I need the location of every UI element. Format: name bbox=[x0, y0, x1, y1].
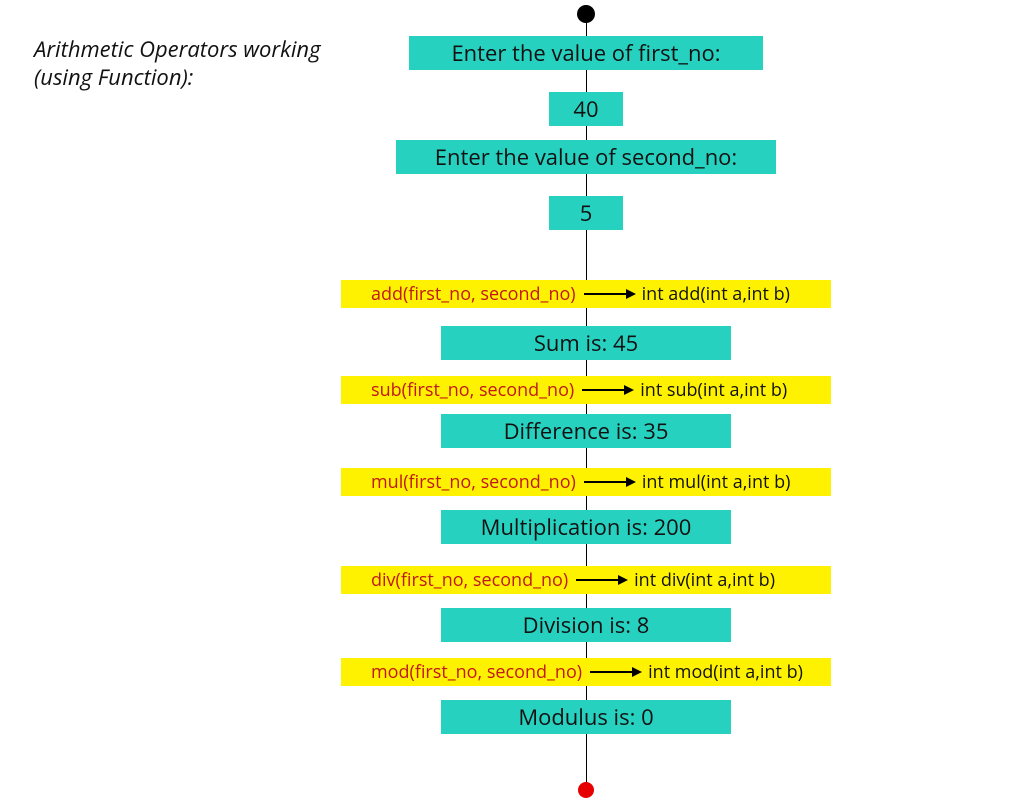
start-terminal bbox=[577, 5, 595, 23]
output-box: 40 bbox=[549, 92, 623, 126]
output-box: Multiplication is: 200 bbox=[441, 510, 731, 544]
arrow-icon bbox=[576, 575, 628, 585]
function-call-box: add(first_no, second_no) int add(int a,in… bbox=[341, 280, 831, 308]
arrow-icon bbox=[584, 477, 636, 487]
function-signature: int mod(int a,int b) bbox=[648, 660, 803, 684]
call-expression: div(first_no, second_no) bbox=[371, 568, 568, 592]
title-line2: (using Function): bbox=[34, 62, 193, 92]
function-call-box: mod(first_no, second_no) int mod(int a,in… bbox=[341, 658, 831, 686]
output-box: Modulus is: 0 bbox=[441, 700, 731, 734]
output-box: 5 bbox=[549, 196, 623, 230]
output-box: Sum is: 45 bbox=[441, 326, 731, 360]
arrow-icon bbox=[582, 385, 634, 395]
end-terminal bbox=[578, 782, 594, 798]
function-call-box: mul(first_no, second_no) int mul(int a,in… bbox=[341, 468, 831, 496]
output-box: Difference is: 35 bbox=[441, 414, 731, 448]
function-call-box: sub(first_no, second_no) int sub(int a,in… bbox=[341, 376, 831, 404]
title-line1: Arithmetic Operators working bbox=[34, 34, 321, 64]
function-signature: int mul(int a,int b) bbox=[642, 470, 791, 494]
call-expression: add(first_no, second_no) bbox=[371, 282, 576, 306]
call-expression: mul(first_no, second_no) bbox=[371, 470, 576, 494]
call-expression: mod(first_no, second_no) bbox=[371, 660, 582, 684]
output-box: Division is: 8 bbox=[441, 608, 731, 642]
output-box: Enter the value of second_no: bbox=[396, 140, 776, 174]
function-call-box: div(first_no, second_no) int div(int a,in… bbox=[341, 566, 831, 594]
arrow-icon bbox=[584, 289, 636, 299]
call-expression: sub(first_no, second_no) bbox=[371, 378, 574, 402]
function-signature: int add(int a,int b) bbox=[642, 282, 790, 306]
function-signature: int div(int a,int b) bbox=[634, 568, 775, 592]
arrow-icon bbox=[590, 667, 642, 677]
function-signature: int sub(int a,int b) bbox=[640, 378, 787, 402]
output-box: Enter the value of first_no: bbox=[409, 36, 763, 70]
